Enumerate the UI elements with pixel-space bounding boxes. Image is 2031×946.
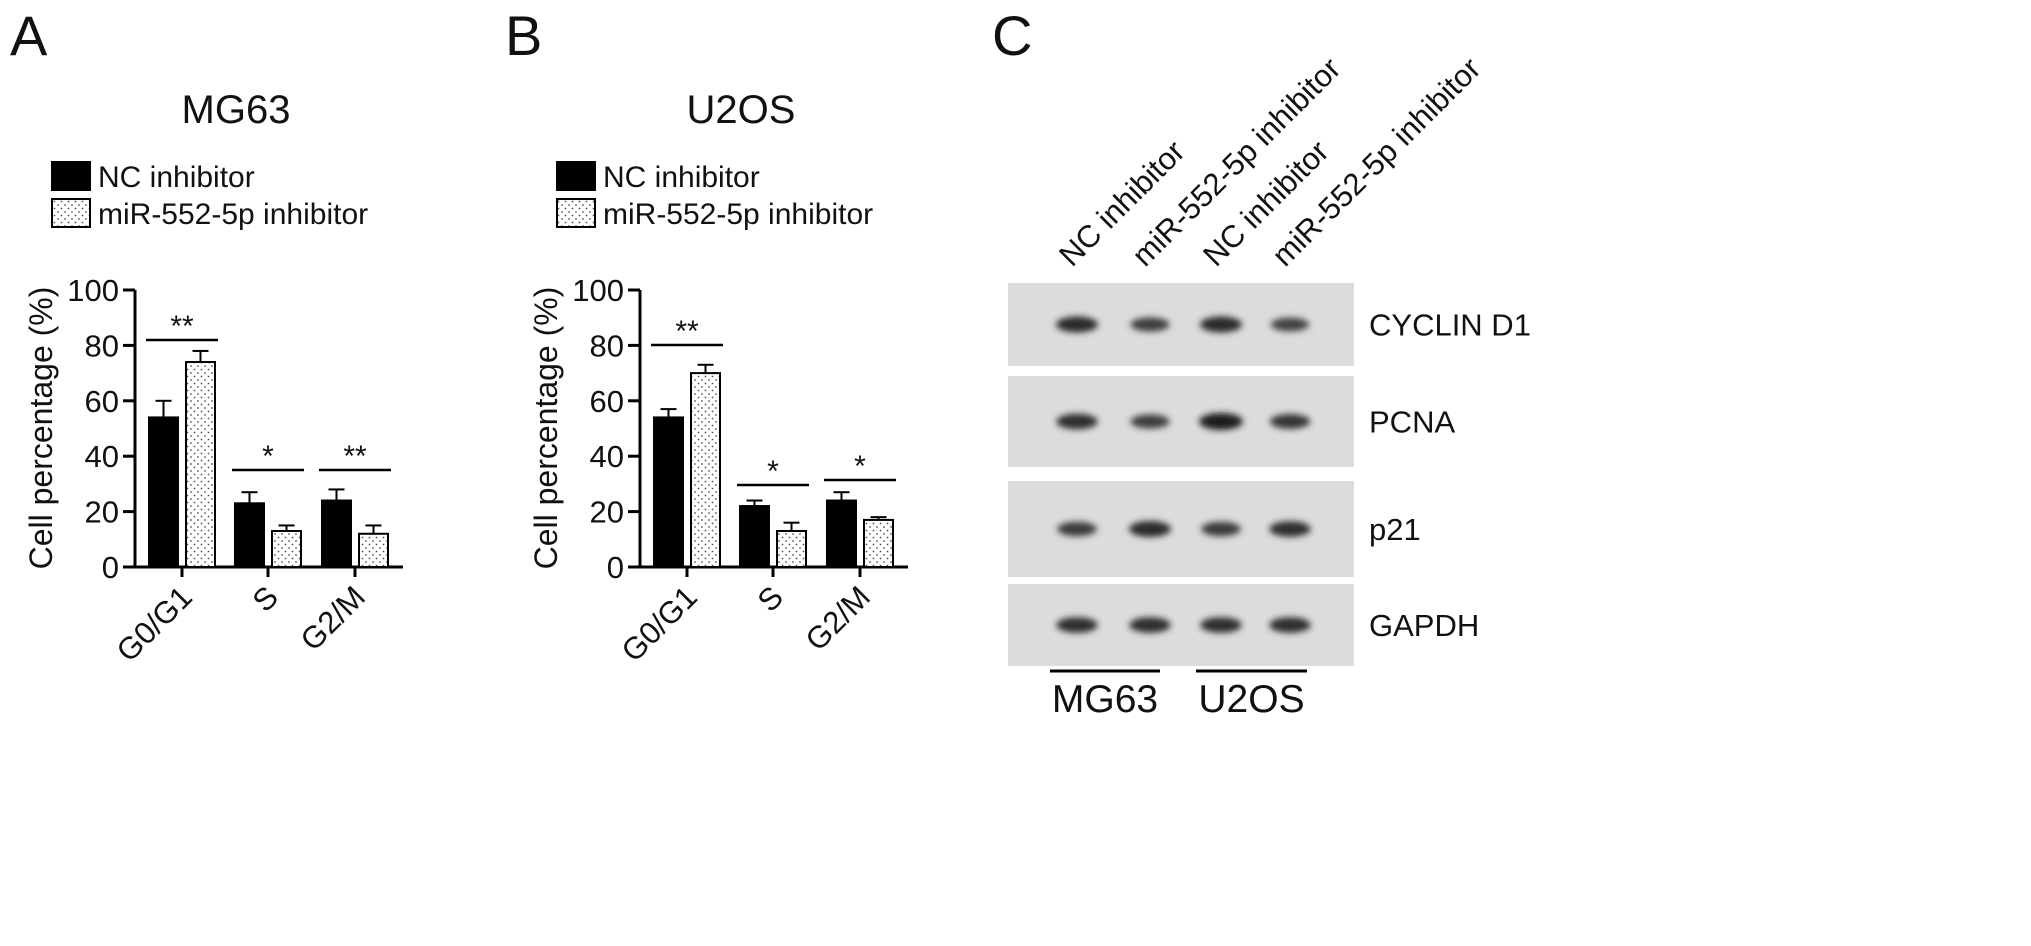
bar-s-1	[234, 502, 265, 569]
band-label: GAPDH	[1369, 608, 1479, 643]
significance-marker: **	[343, 440, 367, 473]
legend-label-2: miR-552-5p inhibitor	[603, 198, 873, 231]
panel-letter-b: B	[505, 4, 542, 67]
y-tick-label: 60	[590, 384, 624, 419]
protein-band	[1201, 521, 1241, 537]
panel-letter-a: A	[10, 4, 48, 67]
group-label: U2OS	[1198, 678, 1304, 721]
bar-g2m-2	[863, 518, 894, 568]
protein-band	[1129, 617, 1171, 633]
protein-band	[1130, 317, 1170, 332]
bar-g2m-2	[358, 532, 389, 569]
x-tick-label: S	[751, 579, 790, 618]
significance-marker: *	[854, 450, 866, 483]
legend-swatch-1	[556, 161, 596, 191]
bar-s-1	[739, 505, 770, 568]
bar-g2m-1	[321, 499, 352, 568]
panel-letter-c: C	[992, 4, 1032, 67]
bar-s-2	[271, 529, 302, 568]
y-tick-label: 40	[85, 439, 119, 474]
protein-band	[1199, 316, 1243, 333]
legend-swatch-2	[556, 198, 596, 228]
bar-g0g1-2	[690, 372, 721, 568]
protein-band	[1130, 414, 1170, 429]
significance-marker: **	[170, 310, 194, 343]
bar-g0g1-1	[148, 416, 179, 569]
y-tick-label: 60	[85, 384, 119, 419]
protein-band	[1056, 617, 1098, 633]
significance-marker: **	[675, 315, 699, 348]
protein-band	[1056, 413, 1098, 430]
y-tick-label: 80	[85, 328, 119, 363]
legend-swatch-2	[51, 198, 91, 228]
chart-title: U2OS	[687, 88, 796, 132]
protein-band	[1270, 317, 1310, 332]
y-axis-label: Cell percentage (%)	[528, 287, 564, 570]
x-tick-label: G0/G1	[110, 579, 199, 668]
bar-g2m-1	[826, 499, 857, 568]
legend-swatch-1	[51, 161, 91, 191]
chart-title: MG63	[182, 88, 291, 132]
protein-band	[1269, 521, 1311, 537]
band-label: PCNA	[1369, 405, 1455, 440]
x-tick-label: G2/M	[294, 579, 372, 657]
protein-band	[1200, 617, 1242, 633]
x-tick-label: G0/G1	[615, 579, 704, 668]
y-axis-label: Cell percentage (%)	[23, 287, 59, 570]
protein-band	[1128, 521, 1172, 537]
chart-u2os: U2OS NC inhibitor miR-552-5p inhibitor Cell…	[528, 88, 908, 669]
protein-band	[1199, 413, 1243, 430]
significance-marker: *	[767, 455, 779, 488]
y-tick-label: 40	[590, 439, 624, 474]
y-tick-label: 100	[67, 273, 119, 308]
bar-s-2	[776, 529, 807, 568]
band-label: p21	[1369, 512, 1421, 547]
x-tick-label: G2/M	[799, 579, 877, 657]
y-tick-label: 0	[102, 550, 119, 585]
protein-band	[1269, 414, 1311, 429]
chart-mg63: MG63 NC inhibitor miR-552-5p inhibitor Cell…	[23, 88, 403, 669]
x-tick-label: S	[246, 579, 285, 618]
y-tick-label: 100	[572, 273, 624, 308]
y-tick-label: 20	[85, 495, 119, 530]
y-tick-label: 0	[607, 550, 624, 585]
band-label: CYCLIN D1	[1369, 308, 1531, 343]
significance-marker: *	[262, 440, 274, 473]
protein-band	[1055, 316, 1099, 333]
protein-band	[1057, 521, 1097, 537]
legend-label-1: NC inhibitor	[603, 161, 760, 194]
legend-label-2: miR-552-5p inhibitor	[98, 198, 368, 231]
y-tick-label: 20	[590, 495, 624, 530]
group-label: MG63	[1052, 678, 1158, 721]
bar-g0g1-2	[185, 361, 216, 568]
y-tick-label: 80	[590, 328, 624, 363]
protein-band	[1269, 617, 1311, 633]
bar-g0g1-1	[653, 416, 684, 569]
legend-label-1: NC inhibitor	[98, 161, 255, 194]
